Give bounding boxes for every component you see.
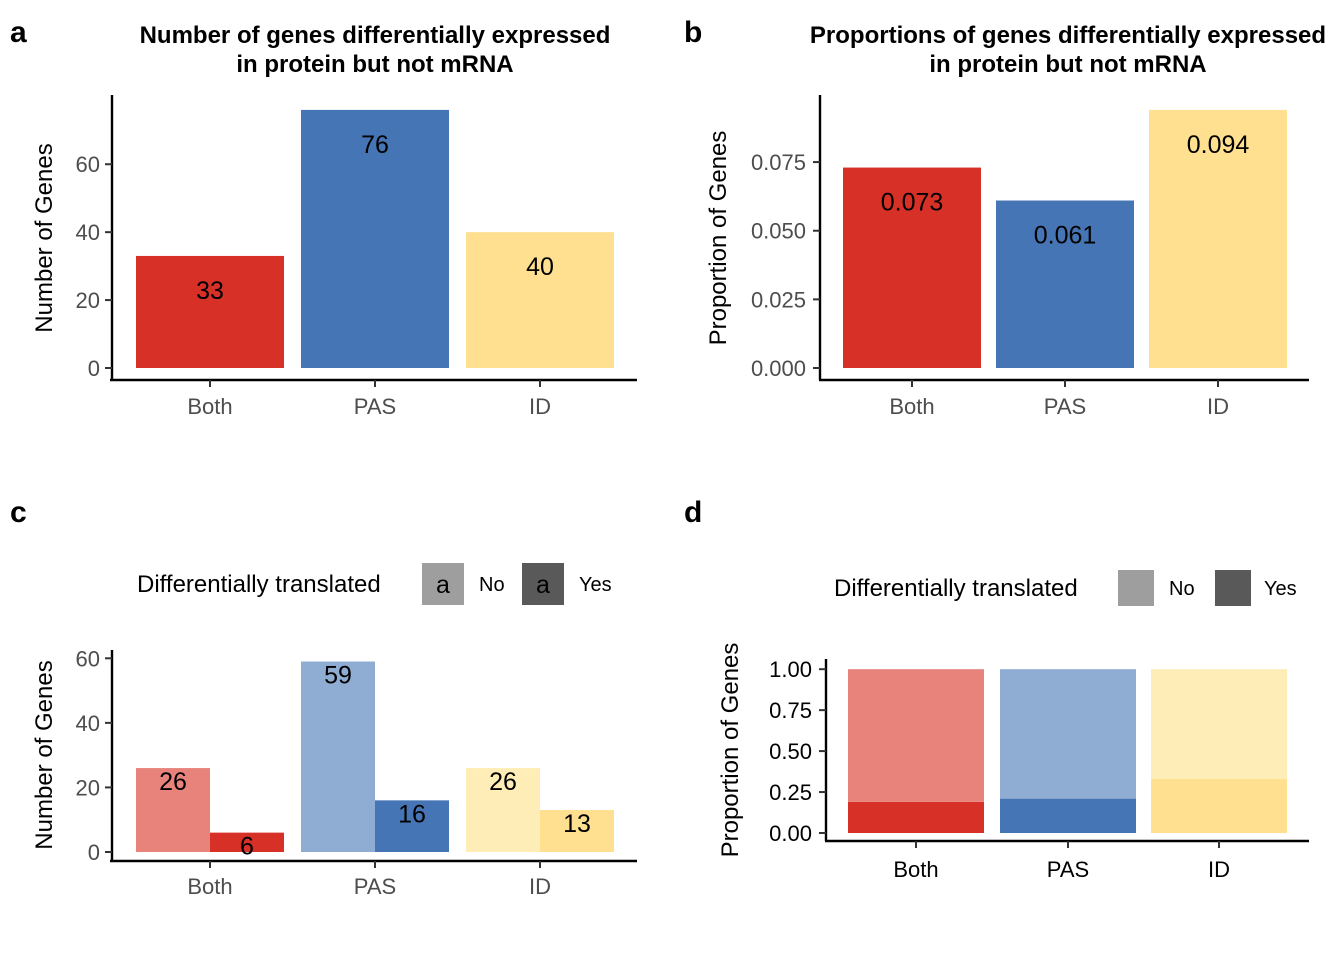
panel-a-x-tick-label: ID [529,394,551,419]
panel-c-y-tick-label: 20 [76,775,100,800]
panel-b-bar-value-label: 0.073 [881,189,944,217]
panel-c-bar-no [136,768,210,852]
panel-c-y-axis-title: Number of Genes [31,660,58,849]
panel-b-y-tick-label: 0.050 [751,219,806,244]
panel-a-bar [466,232,614,368]
panel-a-bar-value-label: 76 [361,131,389,159]
panel-c-legend-key-no [422,563,464,605]
panel-a-chart: Number of genes differentially expressed… [31,22,637,419]
panel-b-title-line: Proportions of genes differentially expr… [810,22,1326,49]
panel-d-bar-segment-yes [848,801,984,833]
panel-c-bar-yes [375,800,449,852]
panel-letter-d: d [684,496,702,529]
panel-a-y-tick-label: 40 [76,220,100,245]
panel-b-bar-value-label: 0.061 [1034,222,1097,250]
panel-d-bar-segment-no [1000,669,1136,799]
panel-d-legend-label-no: No [1169,578,1195,600]
panel-a-title-line: Number of genes differentially expressed [140,22,611,49]
panel-a-x-tick-label: Both [187,394,232,419]
panel-d-bar-segment-no [848,669,984,802]
panel-c-legend-key-yes [522,563,564,605]
panel-d-y-tick-label: 1.00 [769,657,812,682]
panel-b-x-tick-label: PAS [1044,394,1086,419]
panel-b-y-tick-label: 0.075 [751,150,806,175]
panel-c-legend-key-glyph: a [536,571,550,599]
panel-b-x-tick-label: Both [889,394,934,419]
panel-c-legend-label-no: No [479,574,505,596]
panel-a-y-tick-label: 0 [88,356,100,381]
panel-letter-c: c [10,496,27,529]
panel-d-bar-segment-no [1151,669,1287,779]
panel-d-y-axis-title: Proportion of Genes [717,643,744,858]
panel-d-legend-key-no [1118,570,1154,606]
panel-a-bar-value-label: 40 [526,253,554,281]
panel-a-title-line: in protein but not mRNA [236,51,513,78]
panel-c-bar-value-label: 59 [324,662,352,690]
panel-b-y-tick-label: 0.025 [751,287,806,312]
panel-a-y-tick-label: 60 [76,152,100,177]
panel-d-y-tick-label: 0.25 [769,780,812,805]
panel-c-bar-no [301,661,375,852]
panel-b-bar [996,200,1134,368]
panel-c-legend-title: Differentially translated [137,571,381,598]
panel-a-x-tick-label: PAS [354,394,396,419]
panel-d-x-tick-label: ID [1208,857,1230,882]
panel-a-bar [301,109,449,369]
panel-d-y-tick-label: 0.75 [769,698,812,723]
panel-d-chart: Differentially translated No Yes 0.00 0.25 0.… [717,570,1309,882]
panel-d-bar-segment-yes [1151,778,1287,833]
panel-letter-b: b [684,16,702,49]
panel-c-legend-key-glyph: a [436,571,450,599]
panel-d-y-tick-label: 0.00 [769,821,812,846]
panel-c-bar-value-label: 26 [159,768,187,796]
panel-c-chart: Differentially translated a No a Yes 0 20 40 60 B… [31,563,637,899]
panel-c-x-tick-label: Both [187,874,232,899]
panel-c-y-tick-label: 60 [76,646,100,671]
panel-d-x-tick-label: Both [893,857,938,882]
panel-d-legend-key-yes [1215,570,1251,606]
panel-b-y-axis-title: Proportion of Genes [705,131,732,346]
panel-c-bar-value-label: 6 [240,833,254,861]
panel-b-x-tick-label: ID [1207,394,1229,419]
panel-c-bar-value-label: 16 [398,800,426,828]
panel-b-y-tick-label: 0.000 [751,356,806,381]
panel-c-y-tick-label: 0 [88,840,100,865]
panel-c-legend-label-yes: Yes [579,574,612,596]
panel-a-bar-value-label: 33 [196,277,224,305]
panel-b-bar [1149,109,1287,369]
panel-a-y-tick-label: 20 [76,288,100,313]
panel-c-bar-value-label: 26 [489,768,517,796]
panel-c-bar-yes [540,810,614,852]
panel-b-title-line: in protein but not mRNA [929,51,1206,78]
panel-c-bar-yes [210,832,284,852]
panel-b-bar [843,167,981,368]
panel-b-bar-value-label: 0.094 [1187,131,1250,159]
panel-d-y-tick-label: 0.50 [769,739,812,764]
panel-c-y-tick-label: 40 [76,711,100,736]
panel-a-bar [136,255,284,368]
panel-c-x-tick-label: ID [529,874,551,899]
panel-d-legend-label-yes: Yes [1264,578,1297,600]
panel-c-bar-value-label: 13 [563,810,591,838]
panel-b-chart: Proportions of genes differentially expr… [705,22,1326,419]
panel-d-bar-segment-yes [1000,798,1136,833]
panel-a-y-axis-title: Number of Genes [31,143,58,332]
panel-d-legend-title: Differentially translated [834,575,1078,602]
panel-c-bar-no [466,768,540,852]
panel-c-x-tick-label: PAS [354,874,396,899]
panel-d-x-tick-label: PAS [1047,857,1089,882]
panel-letter-a: a [10,16,27,49]
